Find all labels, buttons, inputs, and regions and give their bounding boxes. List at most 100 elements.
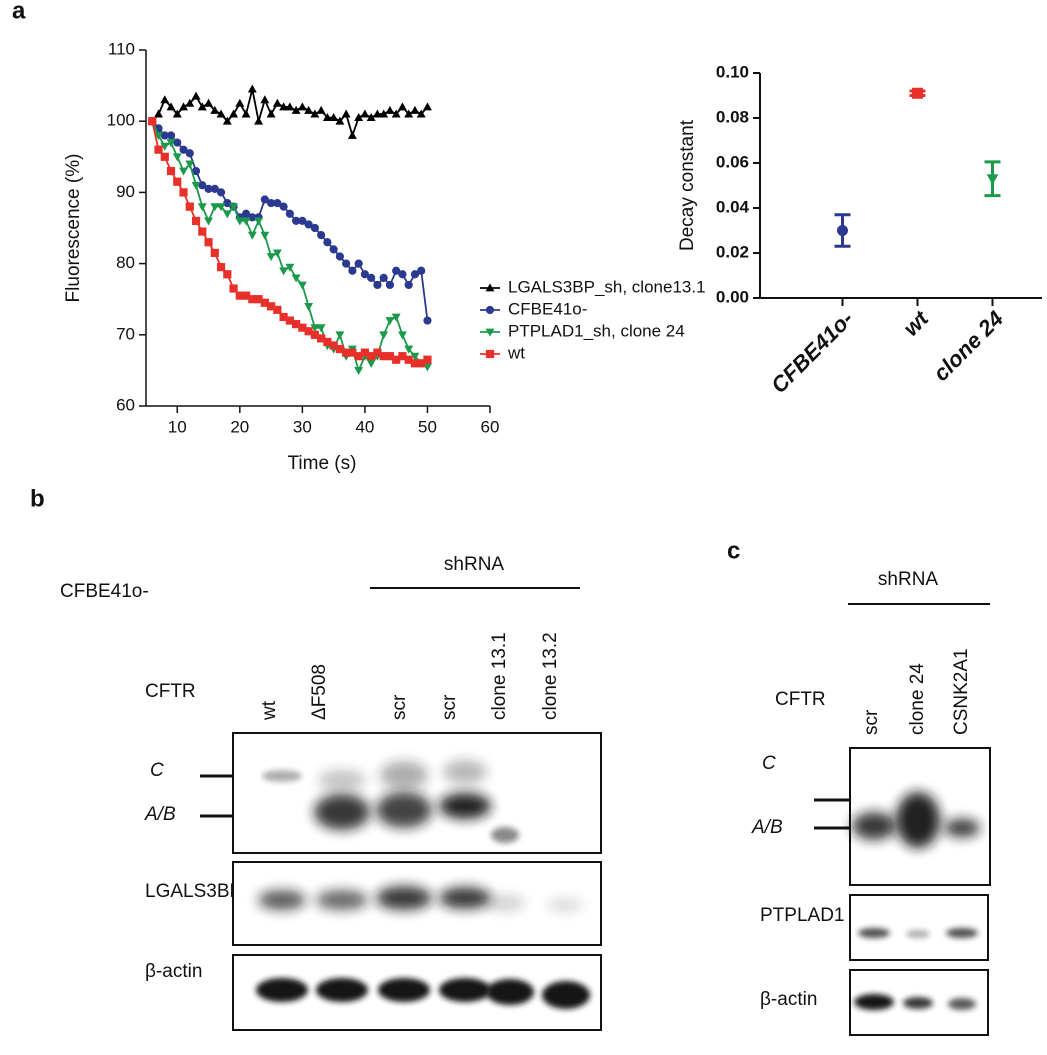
x-tick-label: 50 [418,417,437,436]
marker [404,345,414,354]
marker [154,132,163,141]
marker [254,217,264,226]
marker [235,98,245,107]
marker [379,109,389,118]
marker [216,109,226,118]
marker [335,331,345,340]
y-tick-label: 0.06 [716,152,749,171]
lane-label: CSNK2A1 [951,648,972,735]
group-label: shRNA [444,554,505,575]
marker [260,195,269,204]
band-label: A/B [751,817,783,838]
marker [260,231,270,240]
marker [273,198,282,208]
marker [348,266,357,275]
lane-label: clone 13.2 [540,632,561,720]
y-tick-label: 70 [116,324,135,343]
marker [986,174,999,185]
marker [260,95,270,104]
bands [852,792,980,848]
marker [385,317,395,326]
blot-label: β-actin [145,961,202,982]
blot [849,894,989,961]
marker [410,105,420,114]
x-tick-label: 40 [355,417,374,436]
marker [160,152,169,161]
x-axis-title: Time (s) [288,453,357,474]
marker [229,109,239,118]
marker [379,331,389,340]
bands [258,886,583,912]
marker [229,284,238,293]
marker [485,349,495,359]
legend-label: PTPLAD1_sh, clone 24 [508,321,685,340]
marker [210,105,220,114]
marker [367,273,376,282]
lane-label: scr [439,694,460,720]
marker [379,273,388,282]
blot-label: β-actin [760,989,817,1010]
band-label: C [150,760,164,781]
row-title: CFTR [145,681,196,702]
marker [417,266,426,275]
marker [398,270,407,279]
marker [179,145,188,154]
legend-label: LGALS3BP_sh, clone13.1 [508,277,706,296]
lane-label: ΔF508 [309,664,330,720]
marker [173,177,182,186]
marker [360,270,370,279]
panel-letter: b [30,485,45,512]
marker [342,259,351,268]
marker [485,283,495,292]
marker [372,109,382,118]
x-tick-label: CFBE41o- [766,306,858,398]
series-line [151,88,429,139]
marker [173,138,182,147]
marker [204,217,213,226]
marker [197,203,207,212]
marker [912,87,923,99]
marker [148,117,157,126]
marker [335,252,344,261]
lane-label: scr [861,709,882,735]
marker [322,113,332,122]
marker [397,331,407,340]
marker [341,109,351,118]
marker [423,363,432,372]
marker [222,210,232,219]
x-tick-label: wt [898,305,934,341]
marker [397,102,407,111]
marker [204,238,213,247]
marker [179,102,188,111]
group-label: shRNA [878,569,939,590]
marker [185,98,195,107]
band-label: A/B [144,804,176,825]
marker [279,102,289,111]
marker [410,352,420,361]
marker [316,324,326,333]
marker [366,359,376,368]
y-tick-label: 100 [107,111,135,130]
y-tick-label: 80 [116,253,135,272]
marker [373,280,382,290]
marker [166,102,176,111]
y-tick-label: 90 [116,182,135,201]
y-tick-label: 60 [116,395,135,414]
marker [304,105,314,114]
lane-label: clone 13.1 [489,632,510,720]
marker [291,274,301,283]
marker [166,139,176,148]
marker [360,109,370,118]
marker [160,142,170,151]
panel-letter: a [12,0,26,24]
legend-label: CFBE41o- [508,299,587,318]
marker [254,116,264,125]
charts: 60 70 80 90 100 110 10 20 30 40 50 60 Time (s) Fluore… [63,39,1042,474]
marker [298,216,307,225]
marker [285,102,295,111]
marker [391,109,401,118]
bands [256,978,590,1009]
blot [232,732,602,854]
marker [391,313,401,322]
y-tick-label: 0.08 [716,107,749,126]
